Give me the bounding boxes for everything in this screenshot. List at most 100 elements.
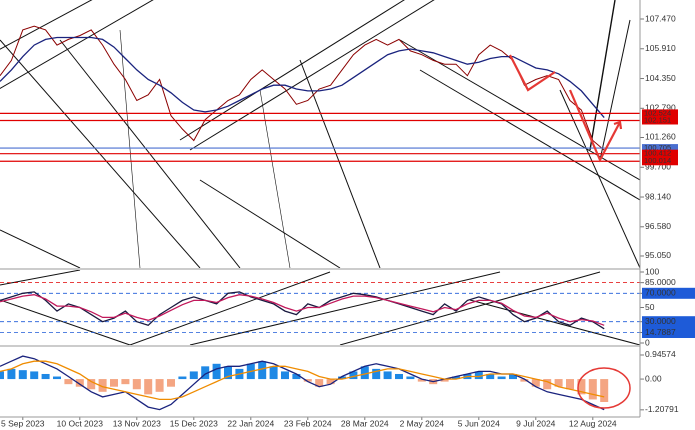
x-tick-label: 9 Jul 2024 (516, 418, 555, 428)
y-tick-label: 0 (645, 337, 650, 347)
series-line (0, 25, 605, 151)
histogram-bar (440, 379, 449, 382)
histogram-bar (132, 379, 141, 390)
histogram-bar (269, 366, 278, 380)
x-tick-label: 22 Jan 2024 (227, 418, 274, 428)
x-tick-label: 5 Sep 2023 (1, 418, 45, 428)
trend-arrows (509, 54, 623, 163)
histogram-bar (75, 379, 84, 387)
y-tick-label: -1.20791 (645, 404, 679, 414)
histogram-bar (178, 376, 187, 380)
y-tick-label: 0.00 (645, 373, 662, 383)
histogram-bar (497, 376, 506, 380)
histogram-bar (30, 371, 39, 380)
x-tick-label: 10 Oct 2023 (57, 418, 104, 428)
x-tick-label: 2 May 2024 (400, 418, 445, 428)
histogram-bar (7, 368, 16, 380)
histogram-bar (326, 379, 335, 385)
x-tick-label: 15 Dec 2023 (170, 418, 218, 428)
level-label: 100.412 (644, 149, 671, 158)
series-line (0, 294, 605, 326)
histogram-bar (53, 376, 61, 380)
level-label: 102.524 (644, 108, 671, 117)
y-tick-label: 107.470 (645, 13, 676, 23)
y-tick-label: 101.260 (645, 132, 676, 142)
histogram-bar (258, 361, 267, 380)
y-tick-label: 96.580 (645, 221, 671, 231)
histogram-bar (0, 371, 4, 380)
y-tick-label: 85.0000 (645, 277, 676, 287)
histogram-bar (531, 379, 540, 387)
histogram-bar (212, 363, 221, 380)
histogram-bar (395, 373, 403, 380)
tick-label-box (642, 327, 695, 339)
histogram-bar (201, 366, 210, 380)
y-tick-label: 104.350 (645, 73, 676, 83)
histogram-bar (338, 376, 346, 380)
histogram-bar (566, 379, 574, 390)
histogram-bar (18, 370, 27, 380)
x-tick-label: 28 Mar 2024 (341, 418, 389, 428)
histogram-bar (292, 373, 301, 380)
histogram-bar (41, 373, 50, 380)
histogram-bar (360, 366, 369, 380)
x-tick-label: 23 Feb 2024 (284, 418, 332, 428)
channel-lines (0, 0, 640, 268)
y-tick-label: 100 (645, 266, 659, 276)
histogram-bar (64, 379, 73, 385)
histogram-bar (303, 379, 312, 382)
histogram-bar (600, 379, 609, 402)
level-label-box (642, 157, 678, 166)
histogram-bar (577, 379, 586, 395)
histogram-bar (144, 379, 153, 395)
y-tick-label: 95.050 (645, 250, 671, 260)
highlight-ellipse (577, 367, 631, 409)
y-tick-label: 98.140 (645, 191, 671, 201)
y-tick-label: 70.0000 (645, 288, 676, 298)
histogram-bar (87, 379, 96, 390)
histogram-bar (110, 379, 118, 387)
y-tick-label: 99.700 (645, 162, 671, 172)
y-tick-label: 102.790 (645, 103, 676, 113)
x-tick-label: 12 Aug 2024 (569, 418, 617, 428)
series-line (0, 360, 605, 401)
x-tick-label: 5 Jun 2024 (458, 418, 500, 428)
histogram-bar (452, 376, 460, 380)
y-tick-label: 30.0000 (645, 316, 676, 326)
histogram-bar (121, 379, 130, 385)
histogram-bar (520, 379, 529, 382)
histogram-bar (372, 368, 381, 380)
level-label-box (642, 116, 678, 125)
histogram-bar (383, 371, 392, 380)
histogram-bar (349, 371, 358, 380)
histogram-bar (224, 366, 232, 380)
y-tick-label: 105.910 (645, 43, 676, 53)
level-label-box (642, 144, 678, 153)
histogram-bar (554, 379, 563, 387)
panel-borders (0, 0, 641, 418)
histogram-bar (189, 371, 198, 380)
level-label-box (642, 109, 678, 118)
series-line (0, 36, 605, 119)
histogram-bar (509, 373, 517, 380)
y-tick-label: 50 (645, 302, 655, 312)
histogram-bar (486, 373, 495, 380)
y-tick-label: 14.7887 (645, 327, 676, 337)
tick-label-box (642, 287, 695, 299)
y-tick-label: 0.94574 (645, 349, 676, 359)
tick-label-box (642, 316, 695, 328)
level-label-box (642, 149, 678, 158)
x-tick-label: 13 Nov 2023 (113, 418, 161, 428)
histogram-bar (315, 379, 324, 387)
histogram-bar (543, 379, 552, 390)
histogram-bar (588, 379, 597, 400)
histogram-bar (98, 379, 107, 392)
histogram-bar (474, 371, 483, 380)
level-label: 102.151 (644, 115, 671, 124)
histogram-bar (281, 371, 289, 380)
level-label: 100.014 (644, 156, 671, 165)
histogram-bar (155, 379, 164, 392)
histogram-bar (167, 379, 175, 387)
level-label: 100.705 (644, 143, 671, 152)
